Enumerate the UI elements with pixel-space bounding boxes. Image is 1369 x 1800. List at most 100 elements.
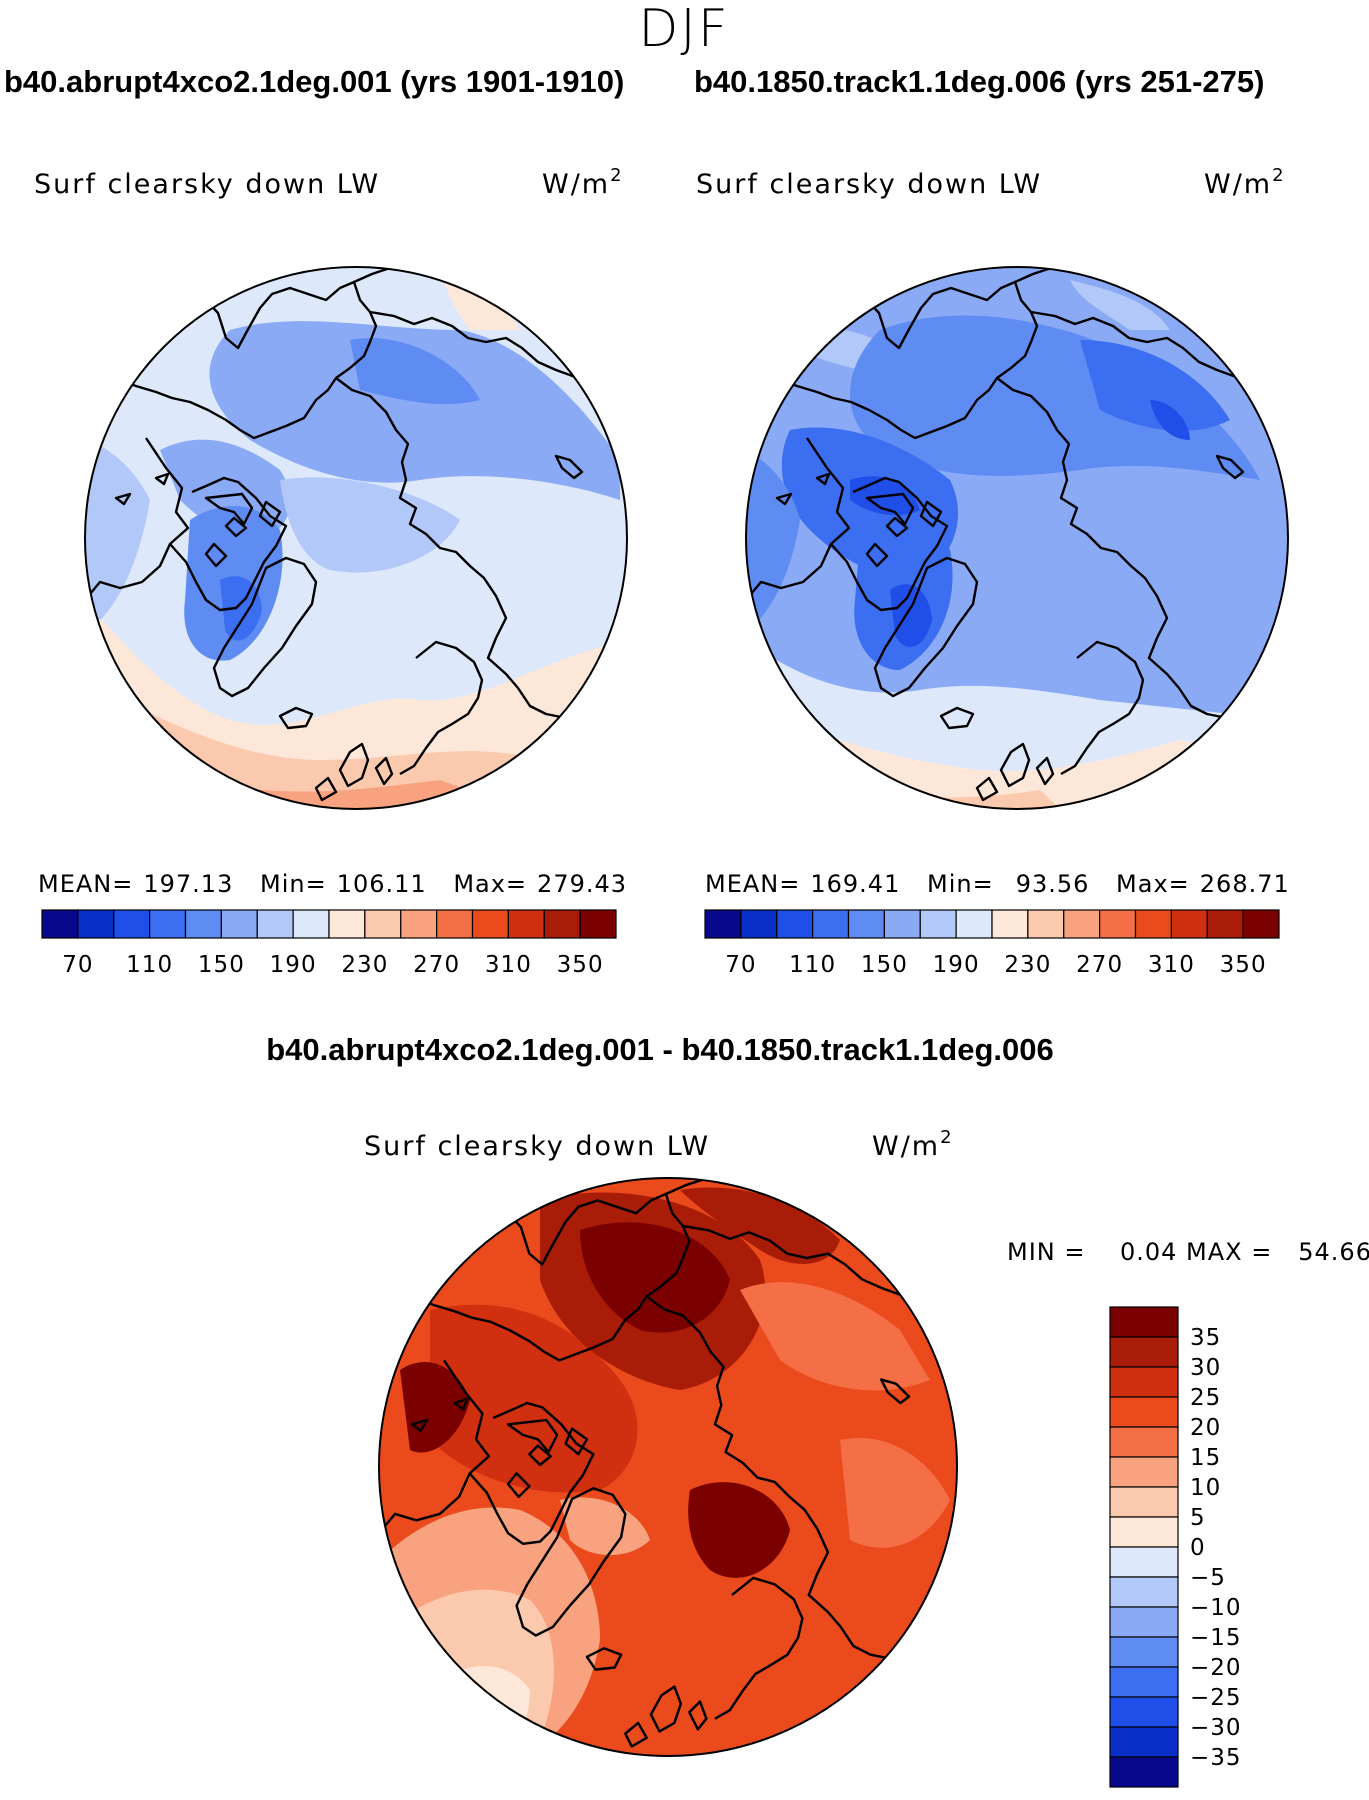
- panel-b-colorbar-box: [740, 909, 778, 939]
- diff-colorbar-label: 30: [1190, 1355, 1221, 1381]
- diff-colorbar-label: 25: [1190, 1385, 1221, 1411]
- diff-units: W/m2: [872, 1127, 954, 1162]
- panel-b-colorbar-label: 310: [1148, 952, 1195, 978]
- panel-a-colorbar-label: 230: [341, 952, 388, 978]
- panel-b-colorbar-label: 150: [861, 952, 908, 978]
- panel-a-stats: MEAN= 197.13 Min= 106.11 Max= 279.43: [38, 870, 627, 898]
- panel-a-colorbar-box: [77, 909, 115, 939]
- panel-a-colorbar-box: [364, 909, 402, 939]
- panel-a-case-title: b40.abrupt4xco2.1deg.001 (yrs 1901-1910): [4, 64, 624, 99]
- diff-colorbar-label: −25: [1190, 1685, 1242, 1711]
- panel-b-colorbar-box: [776, 909, 814, 939]
- panel-b-colorbar: 70 110 150 190 230 270 310 350: [704, 909, 1280, 978]
- diff-map-border: [378, 1177, 958, 1757]
- diff-colorbar-label: −15: [1190, 1625, 1242, 1651]
- panel-b-colorbar-label: 110: [789, 952, 836, 978]
- diff-title: b40.abrupt4xco2.1deg.001 - b40.1850.trac…: [266, 1032, 1053, 1067]
- diff-colorbar-label: 5: [1190, 1505, 1206, 1531]
- season-title: DJF: [638, 0, 729, 59]
- panel-b-colorbar-label: 230: [1004, 952, 1051, 978]
- panel-a-colorbar-box: [543, 909, 581, 939]
- panel-a-variable: Surf clearsky down LW: [34, 169, 380, 200]
- panel-b-colorbar-box: [1134, 909, 1172, 939]
- panel-a-colorbar-label: 190: [270, 952, 317, 978]
- panel-a-colorbar-box: [113, 909, 151, 939]
- panel-b-colorbar-box: [1170, 909, 1208, 939]
- diff-variable: Surf clearsky down LW: [364, 1131, 710, 1162]
- diff-colorbar-box: [1109, 1606, 1179, 1638]
- panel-b-stats: MEAN= 169.41 Min= 93.56 Max= 268.71: [705, 870, 1290, 898]
- panel-b-case-title: b40.1850.track1.1deg.006 (yrs 251-275): [694, 64, 1264, 99]
- panel-a-colorbar-box: [220, 909, 258, 939]
- diff-colorbar-box: [1109, 1576, 1179, 1608]
- panel-a-colorbar-box: [400, 909, 438, 939]
- panel-a-colorbar-box: [507, 909, 545, 939]
- panel-b-colorbar-label: 270: [1076, 952, 1123, 978]
- diff-colorbar-label: 0: [1190, 1535, 1206, 1561]
- panel-b-colorbar-label: 70: [725, 952, 756, 978]
- panel-b-colorbar-box: [955, 909, 993, 939]
- diff-colorbar-box: [1109, 1696, 1179, 1728]
- diff-colorbar-label: 35: [1190, 1325, 1221, 1351]
- panel-a-colorbar-label: 310: [485, 952, 532, 978]
- panel-b-colorbar-box: [1206, 909, 1244, 939]
- diff-colorbar-label: −35: [1190, 1745, 1242, 1771]
- panel-a-colorbar-box: [41, 909, 79, 939]
- diff-colorbar-label: −20: [1190, 1655, 1242, 1681]
- panel-a-colorbar-box: [256, 909, 294, 939]
- panel-b-colorbar-label: 190: [933, 952, 980, 978]
- diff-colorbar-box: [1109, 1516, 1179, 1548]
- panel-a-colorbar-box: [292, 909, 330, 939]
- panel-a-colorbar-label: 70: [62, 952, 93, 978]
- diff-map: [379, 1178, 957, 1756]
- diff-colorbar-box: [1109, 1756, 1179, 1788]
- diff-colorbar-label: 20: [1190, 1415, 1221, 1441]
- panel-b-units: W/m2: [1204, 165, 1286, 200]
- panel-a-colorbar-box: [328, 909, 366, 939]
- panel-b-variable: Surf clearsky down LW: [696, 169, 1042, 200]
- diff-colorbar-label: 15: [1190, 1445, 1221, 1471]
- diff-colorbar-box: [1109, 1546, 1179, 1578]
- diff-colorbar-box: [1109, 1336, 1179, 1368]
- panel-b-colorbar-box: [1027, 909, 1065, 939]
- panel-a-colorbar-box: [471, 909, 509, 939]
- panel-b-map: [746, 267, 1288, 809]
- panel-a-map: [85, 267, 627, 809]
- diff-colorbar-box: [1109, 1456, 1179, 1488]
- diff-colorbar-box: [1109, 1366, 1179, 1398]
- panel-a-map-border: [84, 266, 628, 810]
- panel-b-colorbar-label: 350: [1220, 952, 1267, 978]
- panel-b-colorbar-box: [1099, 909, 1137, 939]
- panel-a-colorbar: 70 110 150 190 230 270 310 350: [41, 909, 617, 978]
- diff-colorbar-box: [1109, 1426, 1179, 1458]
- diff-colorbar-label: −5: [1190, 1565, 1226, 1591]
- panel-a-colorbar-label: 150: [198, 952, 245, 978]
- panel-b-colorbar-box: [883, 909, 921, 939]
- diff-colorbar-box: [1109, 1486, 1179, 1518]
- diff-colorbar-box: [1109, 1666, 1179, 1698]
- panel-b-colorbar-box: [1242, 909, 1280, 939]
- panel-b-map-border: [745, 266, 1289, 810]
- panel-b-colorbar-box: [919, 909, 957, 939]
- diff-colorbar: 35 30 25 20 15 10 5 0 −5 −10 −15 −20 −25 −30 −35: [1109, 1306, 1242, 1788]
- panel-b-colorbar-box: [704, 909, 742, 939]
- diff-colorbar-label: 10: [1190, 1475, 1221, 1501]
- diff-stats: MIN = 0.04 MAX = 54.66: [1007, 1238, 1369, 1266]
- panel-a-colorbar-box: [184, 909, 222, 939]
- panel-a-colorbar-label: 350: [557, 952, 604, 978]
- panel-a-colorbar-box: [579, 909, 617, 939]
- panel-b-colorbar-box: [812, 909, 850, 939]
- panel-a-colorbar-label: 110: [126, 952, 173, 978]
- panel-b-colorbar-box: [847, 909, 885, 939]
- diff-colorbar-box: [1109, 1636, 1179, 1668]
- panel-b-colorbar-box: [991, 909, 1029, 939]
- panel-a-units: W/m2: [542, 165, 624, 200]
- panel-a-colorbar-box: [436, 909, 474, 939]
- panel-a-colorbar-label: 270: [413, 952, 460, 978]
- diff-colorbar-box: [1109, 1306, 1179, 1338]
- diff-colorbar-box: [1109, 1726, 1179, 1758]
- diff-colorbar-label: −30: [1190, 1715, 1242, 1741]
- diff-colorbar-box: [1109, 1396, 1179, 1428]
- panel-a-colorbar-box: [149, 909, 187, 939]
